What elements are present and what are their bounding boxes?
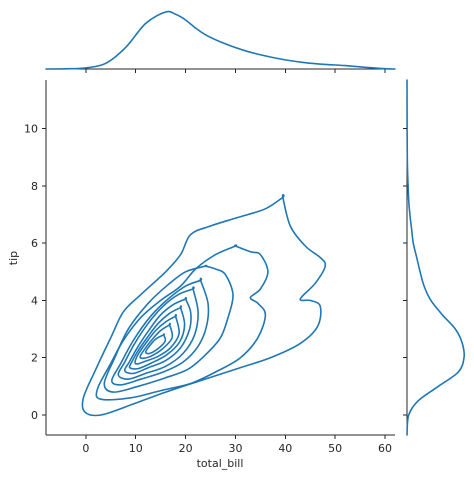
marginal-x-density-curve (45, 10, 396, 70)
x-tick-label: 30 (228, 442, 242, 455)
y-tick-label: 8 (31, 180, 38, 193)
x-tick-label: 60 (378, 442, 392, 455)
x-tick-label: 40 (278, 442, 292, 455)
kde-contour-level-4 (111, 277, 210, 386)
joint-plot-area: 0 10 20 30 40 50 60 0 2 4 6 8 10 (24, 80, 395, 455)
x-tick-label: 20 (179, 442, 193, 455)
kde-contour-level-3 (103, 264, 234, 393)
marginal-x-panel (45, 10, 396, 73)
x-tick-label: 10 (129, 442, 143, 455)
y-axis-label: tip (7, 251, 20, 265)
y-tick-label: 6 (31, 237, 38, 250)
kde-contour-level-2 (95, 244, 269, 401)
kde-contour-level-7 (128, 305, 186, 370)
kde-contour-level-6 (123, 297, 192, 375)
x-axis-label: total_bill (197, 457, 244, 470)
kde-contour-level-8 (134, 313, 181, 365)
y-tick-label: 0 (31, 409, 38, 422)
kde-contour-level-9 (139, 322, 174, 360)
marginal-y-density-curve (406, 79, 466, 436)
x-tick-label: 50 (328, 442, 342, 455)
kde-contour-level-1 (81, 193, 327, 417)
kde-contour-level-10 (144, 333, 167, 355)
y-tick-label: 10 (24, 123, 38, 136)
x-tick-label: 0 (82, 442, 89, 455)
kde-contour-level-5 (117, 286, 199, 381)
y-tick-label: 2 (31, 352, 38, 365)
y-tick-label: 4 (31, 294, 38, 307)
marginal-y-panel (403, 79, 466, 436)
